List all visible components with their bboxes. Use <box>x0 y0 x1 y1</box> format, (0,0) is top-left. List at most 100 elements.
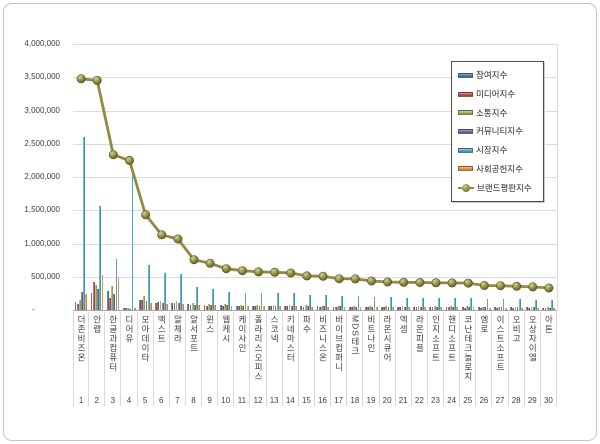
line-marker-30 <box>544 283 554 293</box>
line-marker-13 <box>270 267 280 277</box>
category-cell-4: 디어유 4 <box>121 312 138 406</box>
category-rank-label: 3 <box>110 396 116 405</box>
bar-social_contribution-4 <box>133 308 136 310</box>
bar-media-12 <box>254 306 256 310</box>
y-axis-label-2500000: 2,500,000 <box>24 138 60 148</box>
category-rank-label: 22 <box>414 396 424 405</box>
bar-media-11 <box>238 306 240 310</box>
gridline-1000000 <box>73 243 557 245</box>
gridline-2000000 <box>73 177 557 178</box>
legend-swatch-communication <box>458 110 473 116</box>
bar-media-23 <box>431 307 434 310</box>
bar-community-18 <box>355 306 358 310</box>
category-name-label: 더존비즈온 <box>76 315 87 363</box>
y-axis-label-500000: 500,000 <box>31 271 60 281</box>
bar-market-3 <box>115 259 118 310</box>
bar-media-28 <box>512 307 515 310</box>
bar-community-13 <box>274 305 277 310</box>
bar-communication-23 <box>433 306 436 310</box>
legend-swatch-community <box>458 128 473 134</box>
bar-participation-4 <box>122 308 125 310</box>
bar-community-2 <box>97 289 99 310</box>
category-rank-label: 17 <box>334 396 344 405</box>
category-name-label: 라온시큐어 <box>382 315 393 363</box>
line-marker-28 <box>512 281 522 291</box>
bar-communication-17 <box>337 305 339 310</box>
bar-participation-6 <box>155 302 158 310</box>
bar-social_contribution-18 <box>359 306 362 310</box>
category-rank-label: 6 <box>158 396 164 405</box>
bar-participation-29 <box>526 307 529 310</box>
bar-community-7 <box>177 303 180 310</box>
bar-market-6 <box>163 272 166 310</box>
category-name-label: 라온피플 <box>414 315 425 353</box>
bar-media-16 <box>318 306 321 310</box>
legend-line-marker-brand_reputation <box>458 183 474 192</box>
bar-social_contribution-30 <box>553 307 556 310</box>
line-marker-12 <box>254 267 264 277</box>
bar-social_contribution-16 <box>327 306 330 310</box>
bar-social_contribution-17 <box>343 306 346 310</box>
bar-participation-19 <box>364 306 367 310</box>
legend-label-participation: 참여지수 <box>476 70 508 81</box>
category-rank-label: 4 <box>126 396 132 405</box>
x-axis-line <box>73 310 557 311</box>
bar-market-7 <box>180 274 182 310</box>
bar-social_contribution-27 <box>504 307 507 310</box>
bar-media-29 <box>528 307 531 310</box>
bar-community-11 <box>242 305 245 310</box>
category-rank-label: 11 <box>237 396 247 405</box>
bar-participation-11 <box>235 305 238 310</box>
bar-social_contribution-19 <box>375 307 378 310</box>
bar-community-6 <box>161 302 164 310</box>
bar-communication-13 <box>272 304 275 310</box>
category-name-label: 안랩 <box>92 315 103 334</box>
bar-community-5 <box>145 300 148 310</box>
category-name-label: MDS테크 <box>350 315 361 356</box>
bar-community-10 <box>226 305 229 310</box>
bar-social_contribution-12 <box>262 306 265 310</box>
category-name-label: 디어유 <box>124 315 135 344</box>
bar-market-26 <box>486 298 489 310</box>
category-rank-label: 15 <box>301 396 311 405</box>
bar-media-10 <box>221 306 224 310</box>
category-name-label: 스코넥 <box>269 315 280 344</box>
bar-communication-16 <box>320 305 323 310</box>
line-marker-5 <box>141 210 151 220</box>
line-marker-17 <box>334 274 344 284</box>
line-marker-29 <box>528 282 538 292</box>
legend-item-community: 커뮤니티지수 <box>458 125 537 137</box>
bar-participation-14 <box>284 305 287 310</box>
legend-item-market: 시장지수 <box>458 144 537 156</box>
category-cell-11: 케이사인 11 <box>234 312 251 406</box>
bar-community-4 <box>129 308 132 310</box>
bar-social_contribution-9 <box>214 305 217 310</box>
bar-media-14 <box>286 306 289 310</box>
category-cell-29: 오상자이엘 29 <box>525 312 541 406</box>
bar-participation-26 <box>477 307 480 310</box>
bar-market-19 <box>373 296 376 310</box>
plot-right-border <box>557 44 558 310</box>
legend-swatch-social_contribution <box>458 166 473 172</box>
bar-participation-25 <box>461 307 464 310</box>
category-cell-28: 오비고 28 <box>509 312 525 406</box>
category-cell-25: 코난테크놀로지 25 <box>460 312 477 406</box>
bar-communication-9 <box>207 303 210 310</box>
category-cell-9: 윈스 9 <box>202 312 219 406</box>
category-rank-label: 19 <box>366 396 376 405</box>
bar-social_contribution-28 <box>521 307 523 310</box>
bar-participation-7 <box>171 303 174 310</box>
bar-communication-7 <box>175 301 178 310</box>
line-marker-26 <box>479 280 489 290</box>
line-marker-27 <box>495 281 505 291</box>
bar-community-28 <box>516 307 519 310</box>
y-axis-label-2000000: 2,000,000 <box>24 172 60 181</box>
bar-participation-8 <box>187 304 190 310</box>
legend-label-social_contribution: 사회공헌지수 <box>476 163 523 174</box>
bar-social_contribution-20 <box>391 307 394 310</box>
bar-participation-24 <box>445 307 448 310</box>
bar-participation-23 <box>429 307 432 310</box>
bar-market-14 <box>292 293 295 310</box>
bar-social_contribution-11 <box>246 305 249 310</box>
bar-media-17 <box>334 307 337 310</box>
